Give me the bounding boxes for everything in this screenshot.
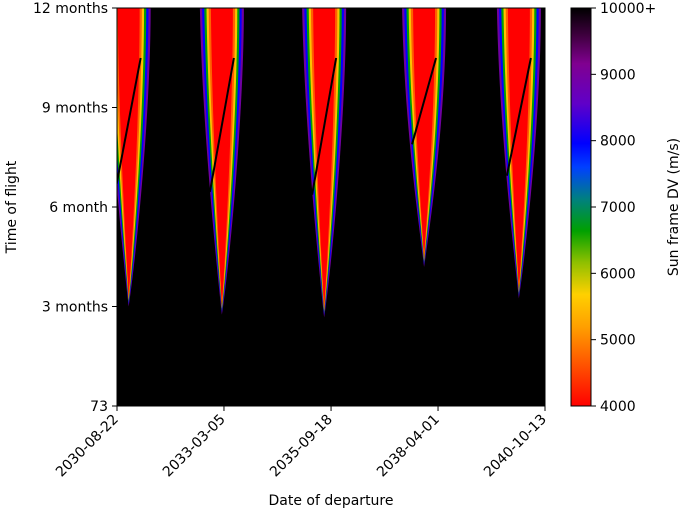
dv-contour-band: [507, 8, 530, 289]
dv-contour-band: [413, 8, 436, 257]
dv-ridge-line: [505, 57, 532, 176]
launch-window-1: [117, 8, 151, 307]
colorbar-tick-label: 7000: [600, 200, 636, 216]
launch-window-3: [302, 8, 347, 318]
dv-ridge-line: [208, 57, 235, 193]
launch-window-4: [402, 8, 447, 267]
colorbar-tick-label: 9000: [600, 67, 636, 83]
colorbar: [570, 7, 592, 407]
x-tick-label: 2030-08-22: [53, 412, 122, 481]
x-tick-label: 2038-04-01: [374, 412, 443, 481]
y-tick-label: 12 months: [33, 1, 108, 17]
dv-contour-band: [210, 8, 233, 305]
launch-window-2: [199, 8, 244, 315]
y-axis: 73 3 months 6 month 9 months 12 months: [33, 1, 117, 415]
colorbar-tick-label: 4000: [600, 399, 636, 415]
dv-contour-band: [117, 8, 140, 297]
y-tick-label: 9 months: [42, 101, 108, 117]
colorbar-tick-label: 6000: [600, 266, 636, 282]
y-axis-label: Time of flight: [4, 160, 20, 254]
launch-window-5: [496, 8, 541, 299]
y-tick-label: 6 month: [49, 200, 108, 216]
colorbar-tick-label: 10000+: [600, 1, 656, 17]
x-axis: 2030-08-22 2033-03-05 2035-09-18 2038-04-01…: [53, 406, 550, 480]
dv-ridge-line: [411, 57, 438, 145]
colorbar-tick-label: 8000: [600, 134, 636, 150]
dv-contour-band: [313, 8, 336, 308]
colorbar-tick-label: 5000: [600, 333, 636, 349]
y-tick-label: 3 months: [42, 300, 108, 316]
y-tick-label: 73: [90, 399, 108, 415]
x-axis-label: Date of departure: [268, 493, 393, 509]
dv-ridge-line: [311, 57, 338, 195]
colorbar-axis: 4000 5000 6000 7000 8000 9000 10000+: [591, 1, 656, 415]
colorbar-label: Sun frame DV (m/s): [666, 138, 682, 276]
x-tick-label: 2040-10-13: [481, 412, 550, 481]
dv-ridge-line: [117, 57, 142, 185]
x-tick-label: 2035-09-18: [267, 412, 336, 481]
x-tick-label: 2033-03-05: [160, 412, 229, 481]
heatmap-layer: [117, 8, 541, 318]
